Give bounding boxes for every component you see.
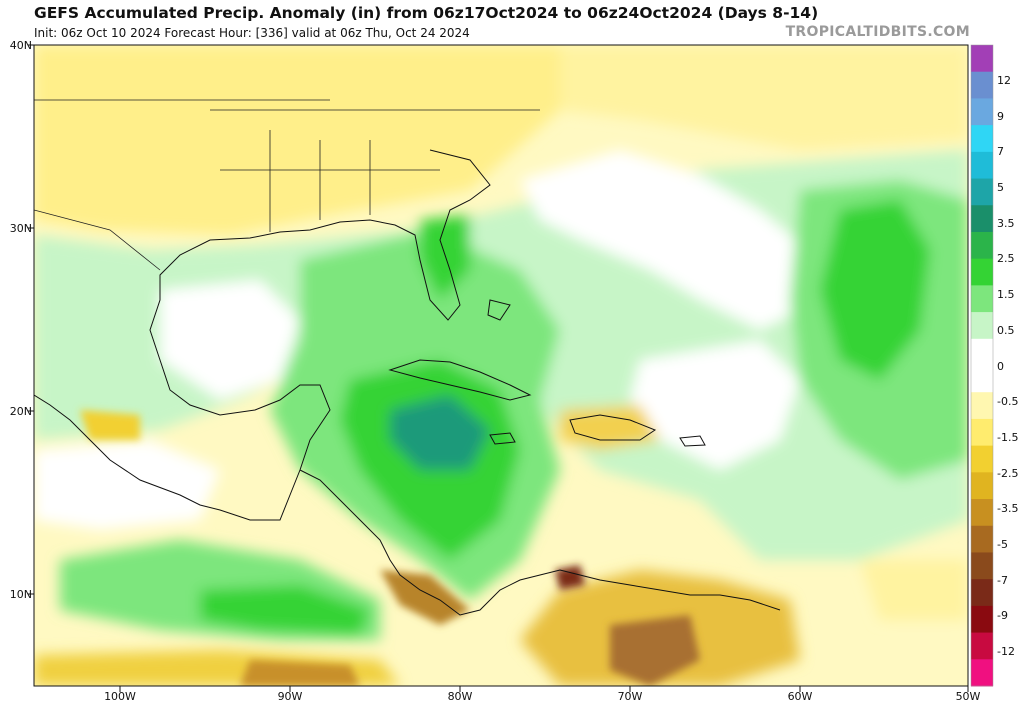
colorbar-label: 0 <box>997 359 1004 373</box>
bahamas-coast <box>487 299 511 321</box>
map-field <box>34 45 968 686</box>
coastlines <box>34 149 781 616</box>
near-normal-channel <box>520 150 820 330</box>
colorbar-label: -0.5 <box>997 395 1019 409</box>
colorbar-swatch <box>971 231 993 260</box>
colorbar-swatch <box>971 632 993 660</box>
colorbar-swatch <box>971 445 993 473</box>
colorbar-label: 2.5 <box>997 252 1015 266</box>
lon-label-90w: 90W <box>277 690 303 703</box>
colorbar-swatch <box>971 205 993 233</box>
colorbar-label: 3.5 <box>997 216 1015 230</box>
colorbar-swatch <box>971 499 993 527</box>
map-title: GEFS Accumulated Precip. Anomaly (in) fr… <box>34 4 819 22</box>
colorbar-label: -9 <box>997 609 1008 623</box>
colorbar-label: -5 <box>997 537 1008 551</box>
atlantic-dry-north <box>560 45 968 150</box>
atlantic-core <box>820 200 930 380</box>
colombia-dry-max <box>555 565 585 590</box>
mexico-dry <box>80 410 140 440</box>
lon-label-50w: 50W <box>955 690 981 703</box>
brand-watermark: TROPICALTIDBITS.COM <box>785 24 970 40</box>
lat-label-40n: 40N <box>9 39 32 52</box>
gulf-coast <box>34 149 491 521</box>
panama-dry <box>380 570 470 625</box>
political-borders <box>34 99 540 271</box>
lon-label-60w: 60W <box>787 690 813 703</box>
colorbar-swatch <box>971 285 993 313</box>
colorbar-swatch <box>971 579 993 607</box>
atlantic-dry-south <box>860 560 968 620</box>
near-normal-caribbean <box>630 340 800 470</box>
colorbar-label: 5 <box>997 181 1004 195</box>
colorbar-swatch <box>971 525 993 553</box>
jamaica-coast <box>489 432 516 445</box>
colorbar-swatch <box>971 312 993 340</box>
axis-ticks <box>28 44 969 692</box>
lat-label-20n: 20N <box>9 405 32 418</box>
colorbar-swatch <box>971 45 993 73</box>
us-dry-band <box>34 45 600 235</box>
venezuela-dry-max <box>610 615 700 686</box>
central-south-america-coast <box>299 469 781 616</box>
colorbar-label: 0.5 <box>997 323 1015 337</box>
colorbar-label: 7 <box>997 145 1004 159</box>
hispaniola-dry <box>560 405 660 450</box>
colorbar-swatch <box>971 552 993 580</box>
colorbar-label: -2.5 <box>997 466 1019 480</box>
colorbar-swatch <box>971 472 993 500</box>
florida-core <box>420 215 470 300</box>
pacific-dry-max <box>240 660 360 686</box>
colorbar-label: -1.5 <box>997 430 1019 444</box>
colorbar-swatch <box>971 258 993 286</box>
colorbar-swatch <box>971 605 993 634</box>
colorbar-swatch <box>971 338 993 366</box>
colorbar-label: -3.5 <box>997 502 1019 516</box>
cuba-coast <box>388 359 532 401</box>
border-us-mexico <box>34 209 161 271</box>
lon-label-100w: 100W <box>104 690 136 703</box>
map-frame <box>33 44 969 687</box>
colorbar-swatch <box>971 418 993 447</box>
lat-label-30n: 30N <box>9 222 32 235</box>
colorbar-label: 1.5 <box>997 288 1015 302</box>
anomaly-detail <box>80 410 700 686</box>
colorbar-swatch <box>971 659 993 687</box>
colorbar-swatch <box>971 98 993 126</box>
lat-label-10n: 10N <box>9 588 32 601</box>
colorbar-label: 9 <box>997 109 1004 123</box>
caribbean-max <box>390 395 490 470</box>
hispaniola-coast <box>569 414 657 441</box>
epac-core <box>200 585 370 635</box>
colorbar-swatch <box>971 392 993 420</box>
puerto-rico-coast <box>679 435 706 447</box>
colorbar-label: -7 <box>997 573 1008 587</box>
map-subtitle: Init: 06z Oct 10 2024 Forecast Hour: [33… <box>34 26 470 40</box>
border-state-lines <box>269 130 371 232</box>
anomaly-shading <box>34 45 968 686</box>
colorbar-frame <box>970 44 994 687</box>
near-normal-gulf <box>160 280 300 400</box>
colorbar-label: -12 <box>997 645 1015 658</box>
lon-label-80w: 80W <box>447 690 473 703</box>
colorbar-swatch <box>971 178 993 206</box>
colorbar <box>970 44 994 687</box>
colorbar-swatch <box>971 365 993 393</box>
near-normal-pacific <box>34 440 220 530</box>
lon-label-70w: 70W <box>617 690 643 703</box>
colorbar-swatch <box>971 151 993 180</box>
colorbar-swatch <box>971 125 993 153</box>
colorbar-label: 12 <box>997 74 1011 87</box>
colorbar-swatch <box>971 71 993 99</box>
